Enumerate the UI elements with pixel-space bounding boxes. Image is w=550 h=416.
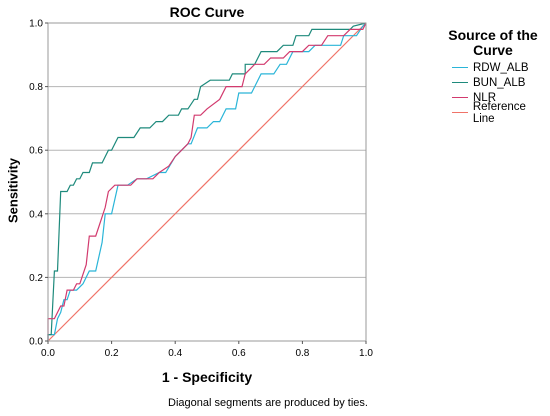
legend-label: Reference Line	[472, 100, 526, 125]
y-tick-label: 0.4	[29, 209, 43, 220]
legend: RDW_ALB BUN_ALB NLR Reference Line	[452, 60, 550, 125]
footnote: Diagonal segments are produced by ties.	[168, 397, 368, 409]
tick-labels: 0.0 0.2 0.4 0.6 0.8 1.0 0.0 0.2 0.4 0.6 0.8 1.0	[29, 19, 373, 360]
legend-label: BUN_ALB	[473, 76, 526, 89]
legend-item-reference-line: Reference Line	[452, 101, 550, 125]
axes	[47, 22, 367, 342]
legend-label: NLR	[473, 91, 497, 104]
legend-swatch	[452, 82, 468, 83]
x-tick-label: 1.0	[359, 348, 373, 359]
legend-item-bun-alb: BUN_ALB	[452, 75, 550, 90]
chart-title: ROC Curve	[169, 4, 245, 20]
curve-bun-alb	[47, 22, 367, 341]
legend-item-rdw-alb: RDW_ALB	[452, 60, 550, 75]
x-tick-label: 0.6	[232, 348, 246, 359]
x-tick-label: 0.8	[295, 348, 309, 359]
x-axis-label: 1 - Specificity	[161, 369, 253, 385]
plot-frame	[47, 22, 367, 342]
x-tick-label: 0.2	[105, 348, 119, 359]
curve-nlr	[47, 22, 367, 341]
x-tick-label: 0.0	[41, 348, 55, 359]
legend-swatch	[452, 67, 468, 68]
curve-reference-line	[47, 22, 367, 342]
grid-lines	[48, 22, 366, 278]
x-tick-label: 0.4	[168, 348, 182, 359]
legend-title: Source of the Curve	[448, 27, 538, 58]
legend-label: RDW_ALB	[473, 61, 529, 74]
legend-item-nlr: NLR	[452, 90, 550, 105]
roc-curves	[47, 22, 367, 342]
y-tick-label: 0.2	[29, 273, 43, 284]
legend-swatch	[452, 112, 468, 113]
y-axis-label: Sensitivity	[5, 157, 21, 224]
y-tick-label: 0.8	[29, 82, 43, 93]
y-tick-label: 1.0	[29, 19, 43, 30]
y-tick-label: 0.6	[29, 146, 43, 157]
y-tick-label: 0.0	[29, 337, 43, 348]
legend-swatch	[452, 97, 468, 98]
